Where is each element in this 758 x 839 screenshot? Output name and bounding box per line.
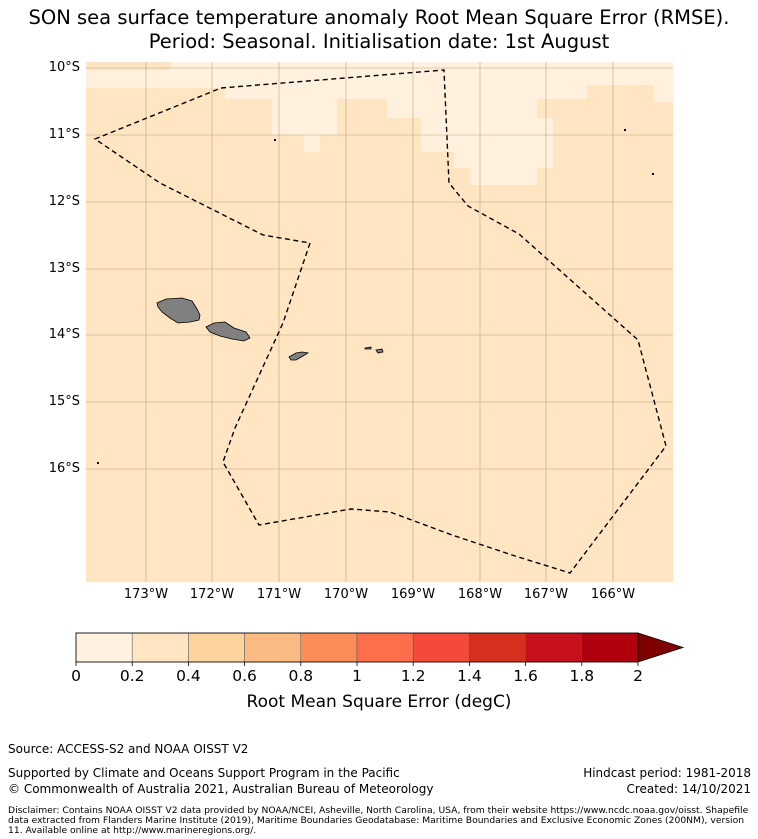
- colorbar-tick-label: 0.2: [119, 667, 145, 685]
- ocean-background: [86, 62, 673, 582]
- colorbar-segment: [244, 632, 302, 663]
- map-area: [86, 62, 673, 582]
- savaii-island: [156, 297, 201, 324]
- created-date: Created: 14/10/2021: [626, 782, 751, 796]
- hindcast-period: Hindcast period: 1981-2018: [583, 766, 751, 780]
- colorbar-segment: [412, 632, 470, 663]
- lat-label: 12°S: [48, 194, 80, 209]
- lat-label: 16°S: [48, 461, 80, 476]
- reef-mark: [624, 129, 626, 131]
- lat-label: 15°S: [48, 394, 80, 409]
- lat-label: 13°S: [48, 261, 80, 276]
- colorbar-segment: [75, 632, 133, 663]
- colorbar-segment: [469, 632, 526, 663]
- colorbar-segment: [356, 632, 414, 663]
- lon-label: 166°W: [590, 587, 636, 602]
- lon-label: 169°W: [390, 587, 436, 602]
- colorbar-tick-label: 1.4: [457, 667, 482, 685]
- colorbar-segment: [525, 632, 583, 663]
- figure-title-line2: Period: Seasonal. Initialisation date: 1…: [148, 30, 610, 53]
- reef-mark: [652, 173, 654, 175]
- colorbar-tick-label: 1: [352, 667, 362, 685]
- lat-label: 11°S: [48, 127, 80, 142]
- small-reefs: [97, 129, 654, 464]
- reef-mark: [97, 462, 99, 464]
- colorbar-tick-label: 1.2: [400, 667, 426, 685]
- lon-label: 171°W: [256, 587, 302, 602]
- lat-label: 14°S: [48, 327, 80, 342]
- colorbar-segment: [188, 632, 245, 663]
- copyright-text: © Commonwealth of Australia 2021, Austra…: [8, 782, 434, 796]
- ofu-olosega-island: [364, 346, 372, 350]
- colorbar-segment: [581, 632, 639, 663]
- eez-boundary: [93, 69, 667, 574]
- lon-label: 173°W: [123, 587, 169, 602]
- colorbar-tick-label: 1.8: [569, 667, 595, 685]
- upolu-island: [205, 321, 251, 342]
- lon-label: 167°W: [523, 587, 569, 602]
- tau-island: [375, 348, 384, 354]
- disclaimer-text: Disclaimer: Contains NOAA OISST V2 data …: [8, 805, 749, 836]
- lon-label: 168°W: [457, 587, 503, 602]
- colorbar-label: Root Mean Square Error (degC): [246, 692, 512, 712]
- source-text: Source: ACCESS-S2 and NOAA OISST V2: [8, 742, 249, 756]
- colorbar: [75, 632, 685, 666]
- tutuila-island: [288, 351, 310, 361]
- colorbar-extend-arrow: [637, 632, 685, 663]
- low-rmse-region: [86, 62, 673, 185]
- lon-label: 172°W: [189, 587, 235, 602]
- lon-label: 170°W: [323, 587, 369, 602]
- colorbar-tick-label: 0: [71, 667, 81, 685]
- colorbar-tick-label: 0.6: [232, 667, 257, 685]
- colorbar-tick-label: 0.8: [288, 667, 314, 685]
- islands: [156, 297, 384, 361]
- colorbar-tick-label: 1.6: [513, 667, 538, 685]
- lat-label: 10°S: [48, 60, 80, 75]
- figure-title-line1: SON sea surface temperature anomaly Root…: [28, 6, 730, 29]
- colorbar-segment: [300, 632, 358, 663]
- support-text: Supported by Climate and Oceans Support …: [8, 766, 400, 780]
- reef-mark: [274, 139, 276, 141]
- colorbar-tick-label: 2: [633, 667, 643, 685]
- colorbar-tick-label: 0.4: [176, 667, 201, 685]
- colorbar-segment: [131, 632, 189, 663]
- gridlines: [86, 62, 673, 582]
